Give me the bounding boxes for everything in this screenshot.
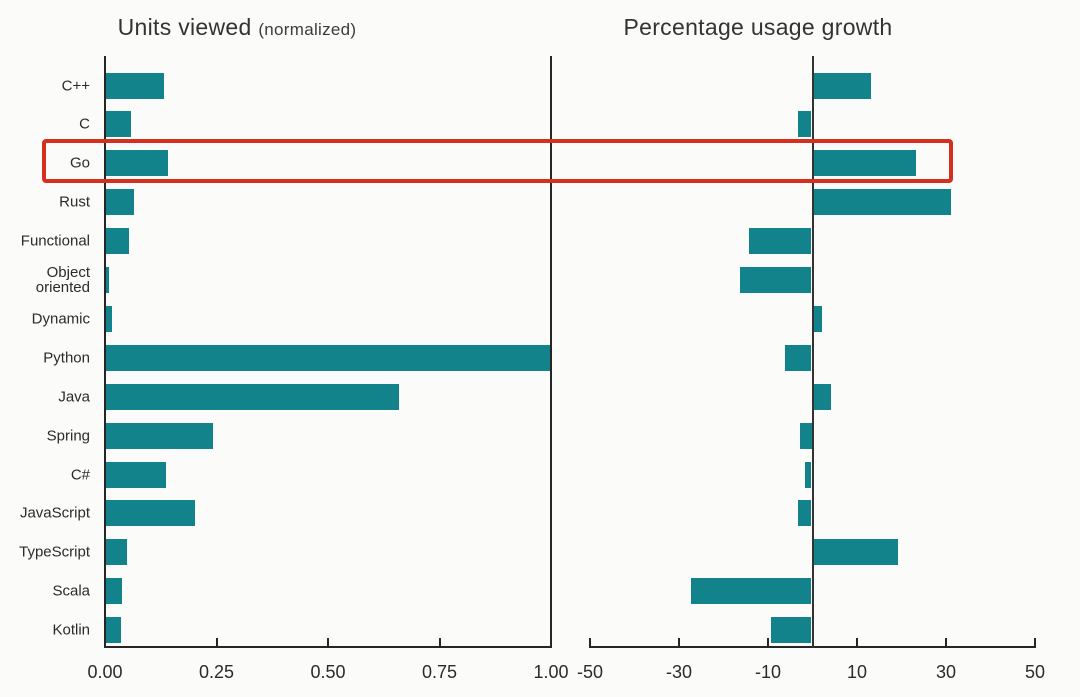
- category-label-functional: Functional: [20, 232, 90, 250]
- units-bar-scala: [106, 578, 122, 605]
- right-chart-tick-label: 50: [1024, 662, 1046, 682]
- growth-bar-c: [798, 111, 812, 138]
- units-bar-cplusplus: [106, 72, 164, 99]
- right-chart-axis-tick: [856, 638, 858, 646]
- right-chart-tick-label: -10: [754, 662, 782, 682]
- growth-bar-javascript: [798, 500, 812, 527]
- left-chart-y-axis-line: [104, 56, 106, 648]
- units-bar-go: [106, 150, 169, 177]
- left-chart-tick-label: 0.50: [310, 662, 346, 682]
- growth-bar-go: [813, 150, 916, 177]
- growth-bar-scala: [691, 578, 812, 605]
- left-chart-axis-tick: [215, 638, 218, 646]
- left-chart-x-axis-line: [104, 646, 552, 648]
- right-chart-tick-label: -50: [576, 662, 604, 682]
- category-label-csharp: C#: [70, 466, 90, 483]
- units-bar-functional: [106, 228, 130, 255]
- units-bar-typescript: [106, 539, 127, 566]
- growth-bar-dynamic: [813, 305, 823, 332]
- growth-bar-python: [784, 344, 812, 371]
- left-chart-tick-label: 0.00: [87, 662, 123, 682]
- left-chart-axis-tick: [327, 638, 329, 646]
- right-chart-tick-label: 30: [935, 662, 957, 682]
- category-label-kotlin: Kotlin: [52, 621, 90, 639]
- units-bar-javascript: [106, 500, 195, 527]
- category-label-spring: Spring: [46, 427, 90, 445]
- left-chart-tick-label: 0.75: [421, 662, 458, 682]
- growth-bar-spring: [800, 422, 812, 449]
- units-bar-python: [106, 344, 550, 371]
- right-chart-tick-label: -30: [665, 662, 693, 682]
- left-chart-title-note: (normalized): [258, 20, 357, 39]
- units-bar-object-oriented: [106, 267, 110, 293]
- growth-bar-typescript: [813, 539, 899, 566]
- growth-bar-functional: [749, 228, 812, 255]
- units-bar-csharp: [106, 461, 166, 488]
- units-bar-kotlin: [106, 617, 122, 644]
- growth-bar-java: [813, 383, 832, 410]
- category-label-typescript: TypeScript: [19, 543, 90, 561]
- right-chart-tick-label: 10: [846, 662, 868, 682]
- category-label-go: Go: [69, 154, 90, 172]
- left-chart-title-text: Units viewed: [117, 14, 252, 40]
- category-label-object-oriented: Object oriented: [35, 264, 90, 296]
- right-chart-axis-tick: [767, 638, 769, 646]
- left-chart-axis-tick: [438, 638, 441, 646]
- left-chart-right-spine: [550, 56, 552, 648]
- category-label-cplusplus: C++: [61, 77, 90, 94]
- right-chart-axis-tick: [1034, 638, 1036, 646]
- category-label-dynamic: Dynamic: [31, 310, 90, 328]
- right-chart-axis-tick: [945, 638, 947, 646]
- category-label-java: Java: [58, 388, 90, 406]
- left-chart-tick-label: 1.00: [533, 662, 569, 682]
- category-label-c: C: [79, 115, 90, 133]
- highlight-annotation-rect: [42, 139, 953, 184]
- growth-bar-csharp: [804, 461, 812, 488]
- left-chart-tick-label: 0.25: [198, 662, 235, 682]
- right-chart-title-text: Percentage usage growth: [623, 14, 893, 40]
- units-bar-rust: [106, 189, 134, 216]
- category-label-scala: Scala: [52, 582, 90, 600]
- units-bar-spring: [106, 422, 213, 449]
- right-chart-axis-tick: [589, 638, 591, 646]
- units-bar-java: [106, 383, 400, 410]
- right-chart-title: Percentage usage growth: [623, 14, 892, 41]
- growth-bar-kotlin: [771, 617, 812, 644]
- growth-bar-rust: [813, 189, 952, 216]
- units-bar-c: [106, 111, 131, 138]
- right-chart-zero-line: [811, 56, 814, 648]
- growth-bar-cplusplus: [813, 72, 872, 99]
- left-chart-title: Units viewed (normalized): [118, 14, 357, 41]
- right-chart-axis-tick: [678, 638, 680, 646]
- category-label-python: Python: [43, 349, 90, 367]
- category-label-rust: Rust: [59, 193, 90, 211]
- growth-bar-object-oriented: [740, 267, 812, 293]
- category-label-javascript: JavaScript: [19, 504, 90, 522]
- units-bar-dynamic: [106, 305, 112, 332]
